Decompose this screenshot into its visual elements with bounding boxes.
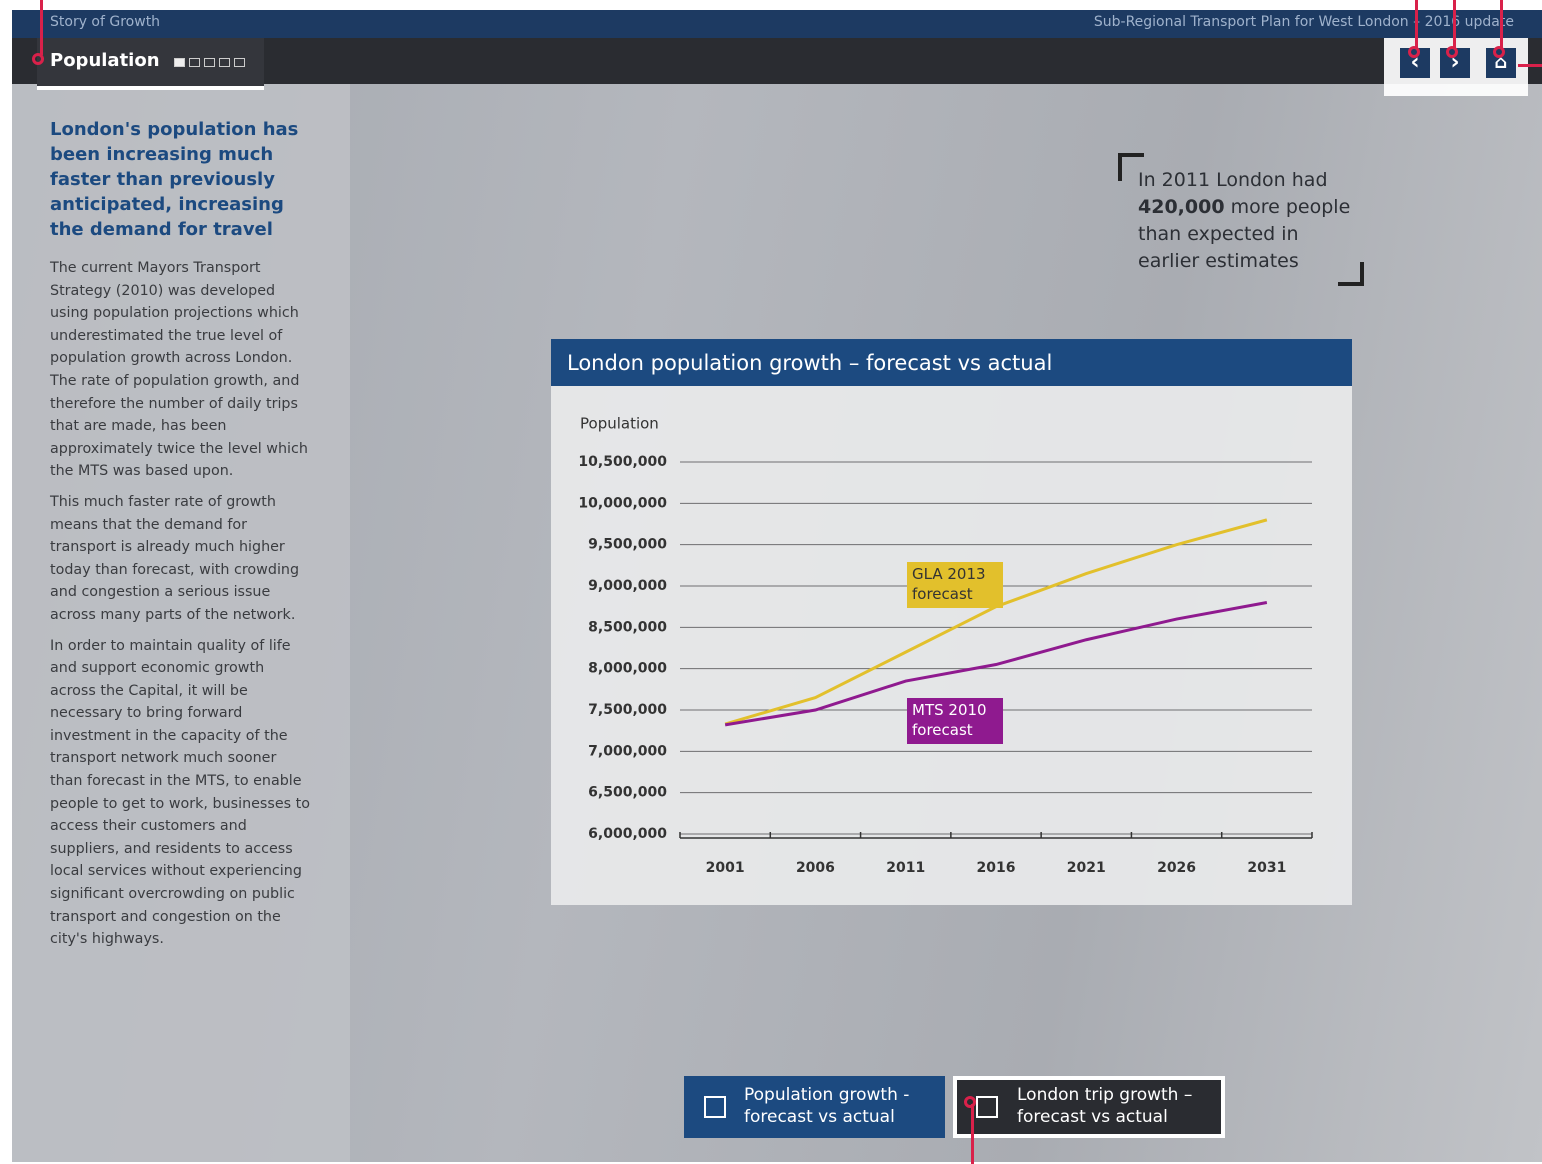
x-tick-label: 2031: [1247, 860, 1286, 876]
paragraph: The current Mayors Transport Strategy (2…: [50, 257, 312, 483]
x-tick-label: 2021: [1067, 860, 1106, 876]
annotation-dot: [32, 53, 44, 65]
chart-icon: [976, 1096, 998, 1118]
y-tick-label: 9,000,000: [588, 578, 667, 594]
y-tick-label: 7,000,000: [588, 743, 667, 759]
progress-dot: [219, 58, 230, 67]
y-tick-label: 10,500,000: [578, 454, 667, 470]
x-tick-label: 2011: [886, 860, 925, 876]
annotation-dot: [964, 1096, 976, 1108]
paragraph: This much faster rate of growth means th…: [50, 491, 312, 627]
series-line: [725, 520, 1267, 724]
annotation-line: [1453, 0, 1456, 48]
y-tick-label: 8,500,000: [588, 619, 667, 635]
y-axis-label: Population: [580, 415, 659, 433]
y-tick-label: 9,500,000: [588, 537, 667, 553]
annotation-line: [40, 0, 43, 55]
y-tick-label: 10,000,000: [578, 495, 667, 511]
sidebar-text: The current Mayors Transport Strategy (2…: [50, 257, 312, 959]
annotation-line: [1518, 64, 1542, 67]
series-label: GLA 2013 forecast: [907, 562, 1003, 608]
button-label: Population growth - forecast vs actual: [744, 1085, 909, 1127]
annotation-line: [1415, 0, 1418, 48]
section-title: Story of Growth: [50, 14, 160, 30]
x-tick-label: 2026: [1157, 860, 1196, 876]
y-tick-label: 8,000,000: [588, 661, 667, 677]
progress-dot: [234, 58, 245, 67]
x-tick-label: 2016: [977, 860, 1016, 876]
chart-title: London population growth – forecast vs a…: [567, 351, 1052, 375]
progress-dot: [204, 58, 215, 67]
page-title: Population: [50, 50, 160, 71]
progress-dot: [189, 58, 200, 67]
annotation-dot: [1493, 46, 1505, 58]
button-label: London trip growth – forecast vs actual: [1017, 1085, 1192, 1127]
callout: In 2011 London had 420,000 more people t…: [1138, 167, 1363, 275]
chart: London population growth – forecast vs a…: [551, 339, 1352, 905]
annotation-dot: [1446, 46, 1458, 58]
paragraph: In order to maintain quality of life and…: [50, 635, 312, 951]
annotation-line: [971, 1104, 974, 1164]
chart-icon: [704, 1096, 726, 1118]
y-tick-label: 7,500,000: [588, 702, 667, 718]
x-tick-label: 2006: [796, 860, 835, 876]
progress-dot: [174, 58, 185, 67]
x-tick-label: 2001: [706, 860, 745, 876]
callout-highlight: 420,000: [1138, 196, 1225, 218]
annotation-dot: [1408, 46, 1420, 58]
y-tick-label: 6,500,000: [588, 785, 667, 801]
page: Story of Growth Sub-Regional Transport P…: [0, 0, 1542, 1164]
annotation-line: [1500, 0, 1503, 48]
series-label-box: MTS 2010 forecast: [907, 698, 1003, 744]
series-label: MTS 2010 forecast: [907, 698, 1003, 744]
series-label-box: GLA 2013 forecast: [907, 562, 1003, 608]
sidebar-heading: London's population has been increasing …: [50, 117, 300, 242]
callout-text: In 2011 London had: [1138, 169, 1328, 191]
y-tick-label: 6,000,000: [588, 826, 667, 842]
document-title: Sub-Regional Transport Plan for West Lon…: [1094, 14, 1514, 30]
